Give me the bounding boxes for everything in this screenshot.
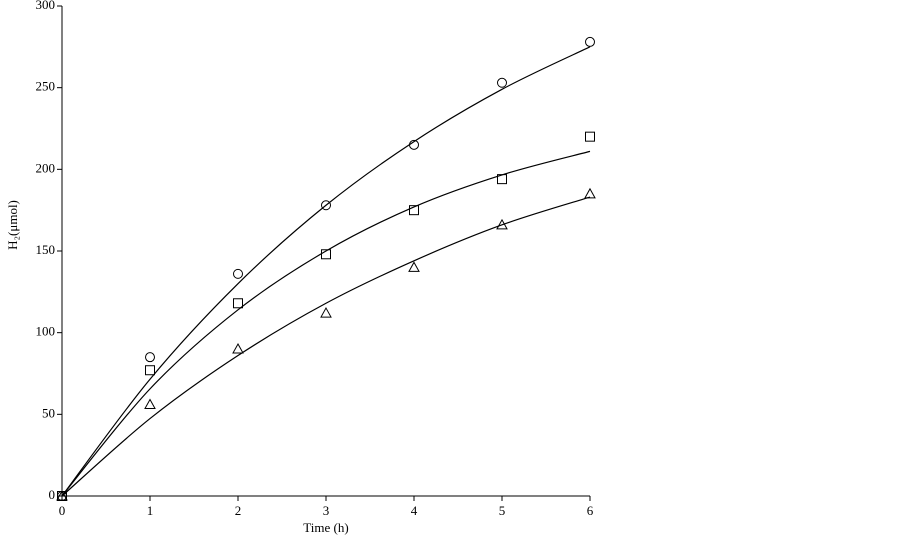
- point: [232, 342, 244, 354]
- point: [496, 218, 508, 230]
- point: [320, 307, 332, 318]
- point: [497, 174, 507, 185]
- point: [409, 205, 419, 216]
- y-tick-label: 300: [36, 0, 56, 12]
- x-tick-label: 1: [147, 503, 154, 518]
- point: [321, 249, 331, 260]
- point: [145, 365, 155, 376]
- x-tick-label: 6: [587, 503, 594, 518]
- fit-curve: [61, 196, 591, 497]
- point: [497, 77, 507, 88]
- point: [585, 36, 595, 47]
- y-tick-label: 0: [49, 487, 56, 502]
- x-tick-label: 0: [59, 503, 66, 518]
- y-axis-label: H₂(μmol): [5, 200, 20, 250]
- point: [321, 200, 331, 211]
- point: [233, 268, 243, 279]
- point: [409, 139, 419, 150]
- y-tick-label: 250: [36, 79, 56, 94]
- point: [233, 298, 243, 309]
- fit-curve: [61, 46, 591, 497]
- x-tick-label: 2: [235, 503, 242, 518]
- y-tick-label: 50: [42, 405, 55, 420]
- point: [145, 352, 155, 363]
- x-tick-label: 3: [323, 503, 330, 518]
- point: [408, 261, 420, 272]
- fit-curve: [61, 150, 591, 497]
- x-tick-label: 5: [499, 503, 506, 518]
- point: [584, 187, 596, 199]
- y-tick-label: 150: [36, 242, 56, 257]
- x-tick-label: 4: [411, 503, 418, 518]
- y-tick-label: 100: [36, 324, 56, 339]
- x-axis-label: Time (h): [303, 520, 348, 535]
- point: [585, 131, 595, 142]
- y-tick-label: 200: [36, 160, 56, 175]
- point: [144, 398, 156, 410]
- point: [56, 489, 68, 501]
